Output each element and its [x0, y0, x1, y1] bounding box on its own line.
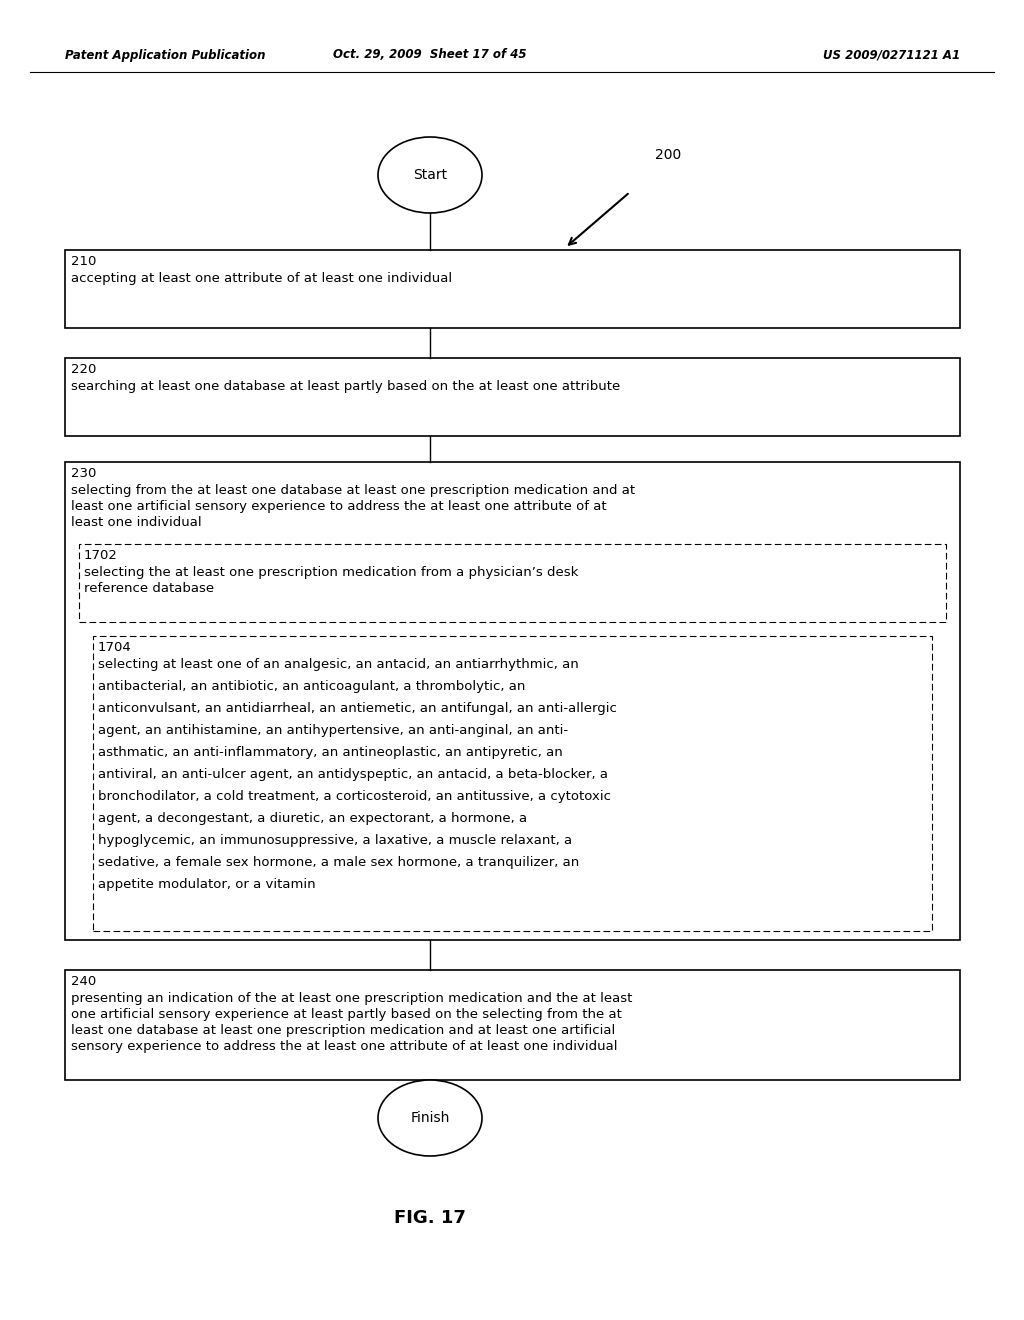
- Text: agent, a decongestant, a diuretic, an expectorant, a hormone, a: agent, a decongestant, a diuretic, an ex…: [98, 812, 527, 825]
- Text: antibacterial, an antibiotic, an anticoagulant, a thrombolytic, an: antibacterial, an antibiotic, an anticoa…: [98, 680, 525, 693]
- Bar: [93, 636, 932, 931]
- Bar: [79, 544, 946, 622]
- Text: FIG. 17: FIG. 17: [394, 1209, 466, 1228]
- Text: reference database: reference database: [84, 582, 214, 595]
- Text: least one artificial sensory experience to address the at least one attribute of: least one artificial sensory experience …: [71, 500, 606, 513]
- Text: 1702: 1702: [84, 549, 118, 562]
- Text: 230: 230: [71, 467, 96, 480]
- Ellipse shape: [378, 137, 482, 213]
- Text: one artificial sensory experience at least partly based on the selecting from th: one artificial sensory experience at lea…: [71, 1008, 622, 1020]
- Text: Patent Application Publication: Patent Application Publication: [65, 49, 265, 62]
- Text: selecting from the at least one database at least one prescription medication an: selecting from the at least one database…: [71, 484, 635, 498]
- Text: least one individual: least one individual: [71, 516, 202, 529]
- Text: antiviral, an anti-ulcer agent, an antidyspeptic, an antacid, a beta-blocker, a: antiviral, an anti-ulcer agent, an antid…: [98, 768, 608, 781]
- Text: Oct. 29, 2009  Sheet 17 of 45: Oct. 29, 2009 Sheet 17 of 45: [333, 49, 526, 62]
- Text: sedative, a female sex hormone, a male sex hormone, a tranquilizer, an: sedative, a female sex hormone, a male s…: [98, 855, 580, 869]
- Text: 240: 240: [71, 975, 96, 987]
- Text: anticonvulsant, an antidiarrheal, an antiemetic, an antifungal, an anti-allergic: anticonvulsant, an antidiarrheal, an ant…: [98, 702, 616, 715]
- Text: selecting the at least one prescription medication from a physician’s desk: selecting the at least one prescription …: [84, 566, 579, 579]
- Text: selecting at least one of an analgesic, an antacid, an antiarrhythmic, an: selecting at least one of an analgesic, …: [98, 657, 579, 671]
- Text: sensory experience to address the at least one attribute of at least one individ: sensory experience to address the at lea…: [71, 1040, 617, 1053]
- Bar: [65, 358, 961, 436]
- Text: asthmatic, an anti-inflammatory, an antineoplastic, an antipyretic, an: asthmatic, an anti-inflammatory, an anti…: [98, 746, 563, 759]
- Bar: [65, 462, 961, 940]
- Ellipse shape: [378, 1080, 482, 1156]
- Text: appetite modulator, or a vitamin: appetite modulator, or a vitamin: [98, 878, 315, 891]
- Text: 200: 200: [655, 148, 681, 162]
- Text: 210: 210: [71, 255, 96, 268]
- Text: agent, an antihistamine, an antihypertensive, an anti-anginal, an anti-: agent, an antihistamine, an antihyperten…: [98, 723, 568, 737]
- Text: accepting at least one attribute of at least one individual: accepting at least one attribute of at l…: [71, 272, 453, 285]
- Text: 220: 220: [71, 363, 96, 376]
- Text: Finish: Finish: [411, 1111, 450, 1125]
- Bar: [65, 249, 961, 327]
- Text: 1704: 1704: [98, 642, 132, 653]
- Text: Start: Start: [413, 168, 447, 182]
- Text: presenting an indication of the at least one prescription medication and the at : presenting an indication of the at least…: [71, 993, 633, 1005]
- Text: bronchodilator, a cold treatment, a corticosteroid, an antitussive, a cytotoxic: bronchodilator, a cold treatment, a cort…: [98, 789, 611, 803]
- Bar: [65, 970, 961, 1080]
- Text: US 2009/0271121 A1: US 2009/0271121 A1: [823, 49, 961, 62]
- Text: least one database at least one prescription medication and at least one artific: least one database at least one prescrip…: [71, 1024, 615, 1038]
- Text: searching at least one database at least partly based on the at least one attrib: searching at least one database at least…: [71, 380, 621, 393]
- Text: hypoglycemic, an immunosuppressive, a laxative, a muscle relaxant, a: hypoglycemic, an immunosuppressive, a la…: [98, 834, 572, 847]
